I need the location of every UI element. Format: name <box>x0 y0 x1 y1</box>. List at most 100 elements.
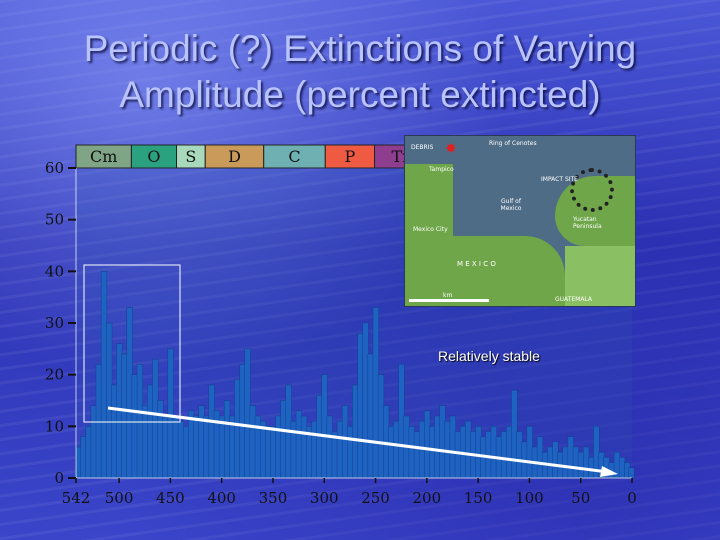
bar <box>239 364 246 479</box>
bar <box>588 457 595 479</box>
bar <box>500 431 508 479</box>
slide-title: Periodic (?) Extinctions of Varying Ampl… <box>0 26 720 118</box>
bar <box>85 426 92 479</box>
bar <box>95 364 102 479</box>
bar <box>567 436 574 479</box>
bar <box>506 426 513 479</box>
bar <box>552 441 559 479</box>
bar <box>577 451 585 479</box>
period-label-s: S <box>185 147 196 166</box>
period-label-d: D <box>228 147 241 166</box>
bar <box>182 426 190 479</box>
bar <box>172 415 179 479</box>
bar <box>547 446 554 479</box>
x-tick-label: 200 <box>413 489 442 507</box>
x-ticks: 542 500 450 400 350 300 250 200 150 100 50 0 <box>62 478 637 507</box>
bar <box>249 405 256 479</box>
bar <box>429 426 436 479</box>
y-ticks: 0 10 20 30 40 50 60 <box>45 159 76 487</box>
bar <box>234 379 241 479</box>
period-label-c: C <box>288 147 300 166</box>
map-land-guatemala <box>565 246 635 306</box>
x-tick-label: 450 <box>156 489 185 507</box>
bar <box>100 271 108 479</box>
x-tick-label: 0 <box>627 489 637 507</box>
bar <box>162 415 169 479</box>
bar <box>321 374 328 479</box>
bar <box>152 358 159 479</box>
bar <box>167 348 174 479</box>
bar <box>223 400 231 479</box>
bar <box>126 307 133 479</box>
bar <box>362 322 369 479</box>
bar <box>444 420 451 479</box>
bar <box>341 405 349 479</box>
bar <box>157 400 164 479</box>
bar <box>357 333 364 479</box>
highlight-box <box>83 264 181 423</box>
title-line-1: Periodic (?) Extinctions of Varying <box>83 28 637 69</box>
bar <box>121 353 128 479</box>
bar <box>536 436 544 479</box>
bar <box>270 426 277 479</box>
map-label-yucatan: Yucatan Peninsula <box>573 216 602 230</box>
x-tick-label: 150 <box>464 489 493 507</box>
bar <box>388 426 395 479</box>
y-tick-label: 50 <box>45 211 64 229</box>
bar <box>90 405 97 479</box>
impact-crater-ring <box>570 168 614 212</box>
map-label-debris: DEBRIS <box>411 144 434 151</box>
relatively-stable-annotation: Relatively stable <box>438 348 540 364</box>
bar <box>131 374 138 479</box>
map-scale-bar <box>409 299 489 302</box>
bar <box>295 410 303 479</box>
bar <box>511 389 518 479</box>
bar <box>352 384 359 479</box>
map-label-tampico: Tampico <box>429 166 454 173</box>
bar <box>347 426 354 479</box>
bar <box>300 415 308 479</box>
map-label-gulf: Gulf of Mexico <box>500 198 522 212</box>
bar <box>526 426 533 479</box>
bar <box>367 353 374 479</box>
bar <box>311 420 318 479</box>
bar <box>439 405 446 479</box>
period-label-o: O <box>147 147 160 166</box>
bar <box>106 322 113 479</box>
bar <box>259 420 267 479</box>
bar <box>434 415 441 479</box>
y-tick-label: 40 <box>45 262 64 280</box>
bar <box>141 405 149 479</box>
bar <box>203 415 210 479</box>
bar <box>465 420 472 479</box>
bar <box>398 364 405 479</box>
bar <box>475 426 482 479</box>
bar <box>265 426 272 479</box>
bar <box>454 431 462 479</box>
x-tick-label: 300 <box>310 489 339 507</box>
title-line-2: Amplitude (percent extincted) <box>119 74 601 115</box>
y-tick-label: 60 <box>45 159 64 177</box>
bar <box>280 400 287 479</box>
bar <box>326 415 333 479</box>
map-label-guatemala: GUATEMALA <box>555 296 593 303</box>
map-label-mexico-city: Mexico City <box>413 226 448 233</box>
bar <box>244 348 251 479</box>
bar <box>413 431 420 479</box>
y-tick-label: 30 <box>45 314 64 332</box>
x-tick-label: 50 <box>571 489 590 507</box>
bar <box>254 415 261 479</box>
bar <box>208 384 215 479</box>
bar <box>572 446 579 479</box>
trend-arrow <box>107 406 609 474</box>
map-label-impact-site: IMPACT SITE <box>541 176 578 183</box>
map-label-mexico: M E X I C O <box>457 260 496 268</box>
bar <box>485 431 492 479</box>
bar <box>198 405 205 479</box>
bar <box>393 420 400 479</box>
bar <box>377 374 385 479</box>
y-tick-label: 20 <box>45 366 64 384</box>
bar <box>290 420 297 479</box>
bar <box>147 384 154 479</box>
y-tick-label: 0 <box>54 469 64 487</box>
